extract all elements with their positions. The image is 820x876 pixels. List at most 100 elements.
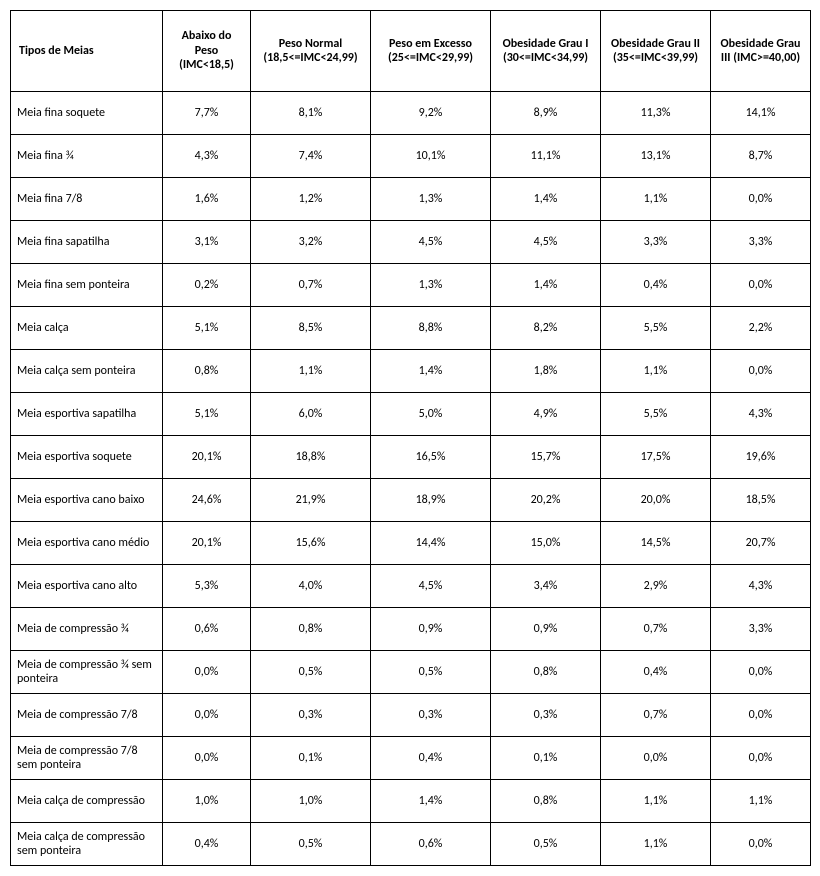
row-value: 0,7%	[601, 608, 711, 651]
row-value: 0,0%	[711, 350, 811, 393]
row-value: 24,6%	[163, 479, 251, 522]
table-row: Meia esportiva sapatilha5,1%6,0%5,0%4,9%…	[11, 393, 811, 436]
row-value: 4,0%	[251, 565, 371, 608]
row-value: 3,2%	[251, 221, 371, 264]
row-value: 4,9%	[491, 393, 601, 436]
row-value: 8,7%	[711, 135, 811, 178]
row-value: 5,1%	[163, 393, 251, 436]
row-value: 0,6%	[163, 608, 251, 651]
row-label: Meia calça	[11, 307, 163, 350]
table-row: Meia fina ¾4,3%7,4%10,1%11,1%13,1%8,7%	[11, 135, 811, 178]
row-label: Meia de compressão ¾ sem ponteira	[11, 651, 163, 694]
table-row: Meia calça de compressão1,0%1,0%1,4%0,8%…	[11, 780, 811, 823]
row-value: 2,9%	[601, 565, 711, 608]
row-value: 18,5%	[711, 479, 811, 522]
row-value: 0,7%	[601, 694, 711, 737]
row-value: 7,7%	[163, 92, 251, 135]
row-value: 0,5%	[251, 823, 371, 866]
row-value: 0,1%	[251, 737, 371, 780]
row-label: Meia de compressão 7/8	[11, 694, 163, 737]
row-label: Meia esportiva cano médio	[11, 522, 163, 565]
row-value: 0,3%	[251, 694, 371, 737]
col-header-grau1: Obesidade Grau I (30<=IMC<34,99)	[491, 11, 601, 92]
row-label: Meia fina sapatilha	[11, 221, 163, 264]
row-value: 0,0%	[163, 651, 251, 694]
row-value: 1,0%	[163, 780, 251, 823]
col-header-abaixo: Abaixo do Peso (IMC<18,5)	[163, 11, 251, 92]
row-value: 0,0%	[711, 823, 811, 866]
row-value: 0,0%	[163, 737, 251, 780]
row-label: Meia de compressão ¾	[11, 608, 163, 651]
row-value: 0,2%	[163, 264, 251, 307]
row-value: 1,2%	[251, 178, 371, 221]
header-row: Tipos de Meias Abaixo do Peso (IMC<18,5)…	[11, 11, 811, 92]
row-value: 0,0%	[711, 694, 811, 737]
row-value: 1,1%	[601, 780, 711, 823]
table-row: Meia esportiva cano médio20,1%15,6%14,4%…	[11, 522, 811, 565]
row-value: 0,4%	[601, 651, 711, 694]
row-value: 0,5%	[371, 651, 491, 694]
row-label: Meia fina soquete	[11, 92, 163, 135]
table-row: Meia fina 7/81,6%1,2%1,3%1,4%1,1%0,0%	[11, 178, 811, 221]
table-row: Meia de compressão ¾ sem ponteira0,0% 0,5…	[11, 651, 811, 694]
row-label: Meia fina ¾	[11, 135, 163, 178]
table-row: Meia calça5,1%8,5%8,8%8,2%5,5%2,2%	[11, 307, 811, 350]
row-value: 3,4%	[491, 565, 601, 608]
row-value: 8,1%	[251, 92, 371, 135]
table-header: Tipos de Meias Abaixo do Peso (IMC<18,5)…	[11, 11, 811, 92]
row-value: 14,1%	[711, 92, 811, 135]
row-value: 15,7%	[491, 436, 601, 479]
row-value: 1,4%	[491, 178, 601, 221]
row-label: Meia fina 7/8	[11, 178, 163, 221]
table-row: Meia esportiva cano alto5,3%4,0%4,5%3,4%…	[11, 565, 811, 608]
row-value: 14,4%	[371, 522, 491, 565]
col-header-normal: Peso Normal (18,5<=IMC<24,99)	[251, 11, 371, 92]
row-value: 0,0%	[163, 694, 251, 737]
row-label: Meia de compressão 7/8 sem ponteira	[11, 737, 163, 780]
row-value: 0,4%	[371, 737, 491, 780]
row-value: 15,0%	[491, 522, 601, 565]
row-value: 21,9%	[251, 479, 371, 522]
row-value: 3,3%	[711, 608, 811, 651]
row-value: 0,3%	[371, 694, 491, 737]
row-value: 1,1%	[601, 823, 711, 866]
row-value: 18,9%	[371, 479, 491, 522]
row-value: 0,6%	[371, 823, 491, 866]
row-value: 0,0%	[711, 737, 811, 780]
row-value: 2,2%	[711, 307, 811, 350]
row-value: 4,5%	[491, 221, 601, 264]
row-value: 20,0%	[601, 479, 711, 522]
row-value: 1,1%	[711, 780, 811, 823]
row-value: 3,3%	[601, 221, 711, 264]
row-value: 11,3%	[601, 92, 711, 135]
table-row: Meia fina sem ponteira0,2%0,7%1,3%1,4%0,…	[11, 264, 811, 307]
row-label: Meia esportiva sapatilha	[11, 393, 163, 436]
row-value: 17,5%	[601, 436, 711, 479]
row-value: 7,4%	[251, 135, 371, 178]
row-value: 1,1%	[601, 178, 711, 221]
row-label: Meia esportiva cano baixo	[11, 479, 163, 522]
sock-type-by-bmi-table: Tipos de Meias Abaixo do Peso (IMC<18,5)…	[10, 10, 811, 866]
row-value: 20,2%	[491, 479, 601, 522]
row-value: 0,5%	[491, 823, 601, 866]
row-value: 1,4%	[371, 780, 491, 823]
table-row: Meia calça de compressão sem ponteira0,4…	[11, 823, 811, 866]
row-value: 1,3%	[371, 264, 491, 307]
row-value: 0,8%	[491, 780, 601, 823]
row-value: 20,1%	[163, 522, 251, 565]
row-value: 0,3%	[491, 694, 601, 737]
row-value: 1,1%	[251, 350, 371, 393]
row-value: 4,5%	[371, 565, 491, 608]
row-value: 0,4%	[601, 264, 711, 307]
row-value: 0,8%	[491, 651, 601, 694]
row-value: 4,5%	[371, 221, 491, 264]
row-value: 3,3%	[711, 221, 811, 264]
row-label: Meia calça sem ponteira	[11, 350, 163, 393]
row-value: 20,7%	[711, 522, 811, 565]
row-value: 0,8%	[163, 350, 251, 393]
row-value: 19,6%	[711, 436, 811, 479]
table-row: Meia calça sem ponteira0,8%1,1%1,4%1,8%1…	[11, 350, 811, 393]
row-value: 3,1%	[163, 221, 251, 264]
row-value: 1,4%	[371, 350, 491, 393]
row-value: 5,1%	[163, 307, 251, 350]
